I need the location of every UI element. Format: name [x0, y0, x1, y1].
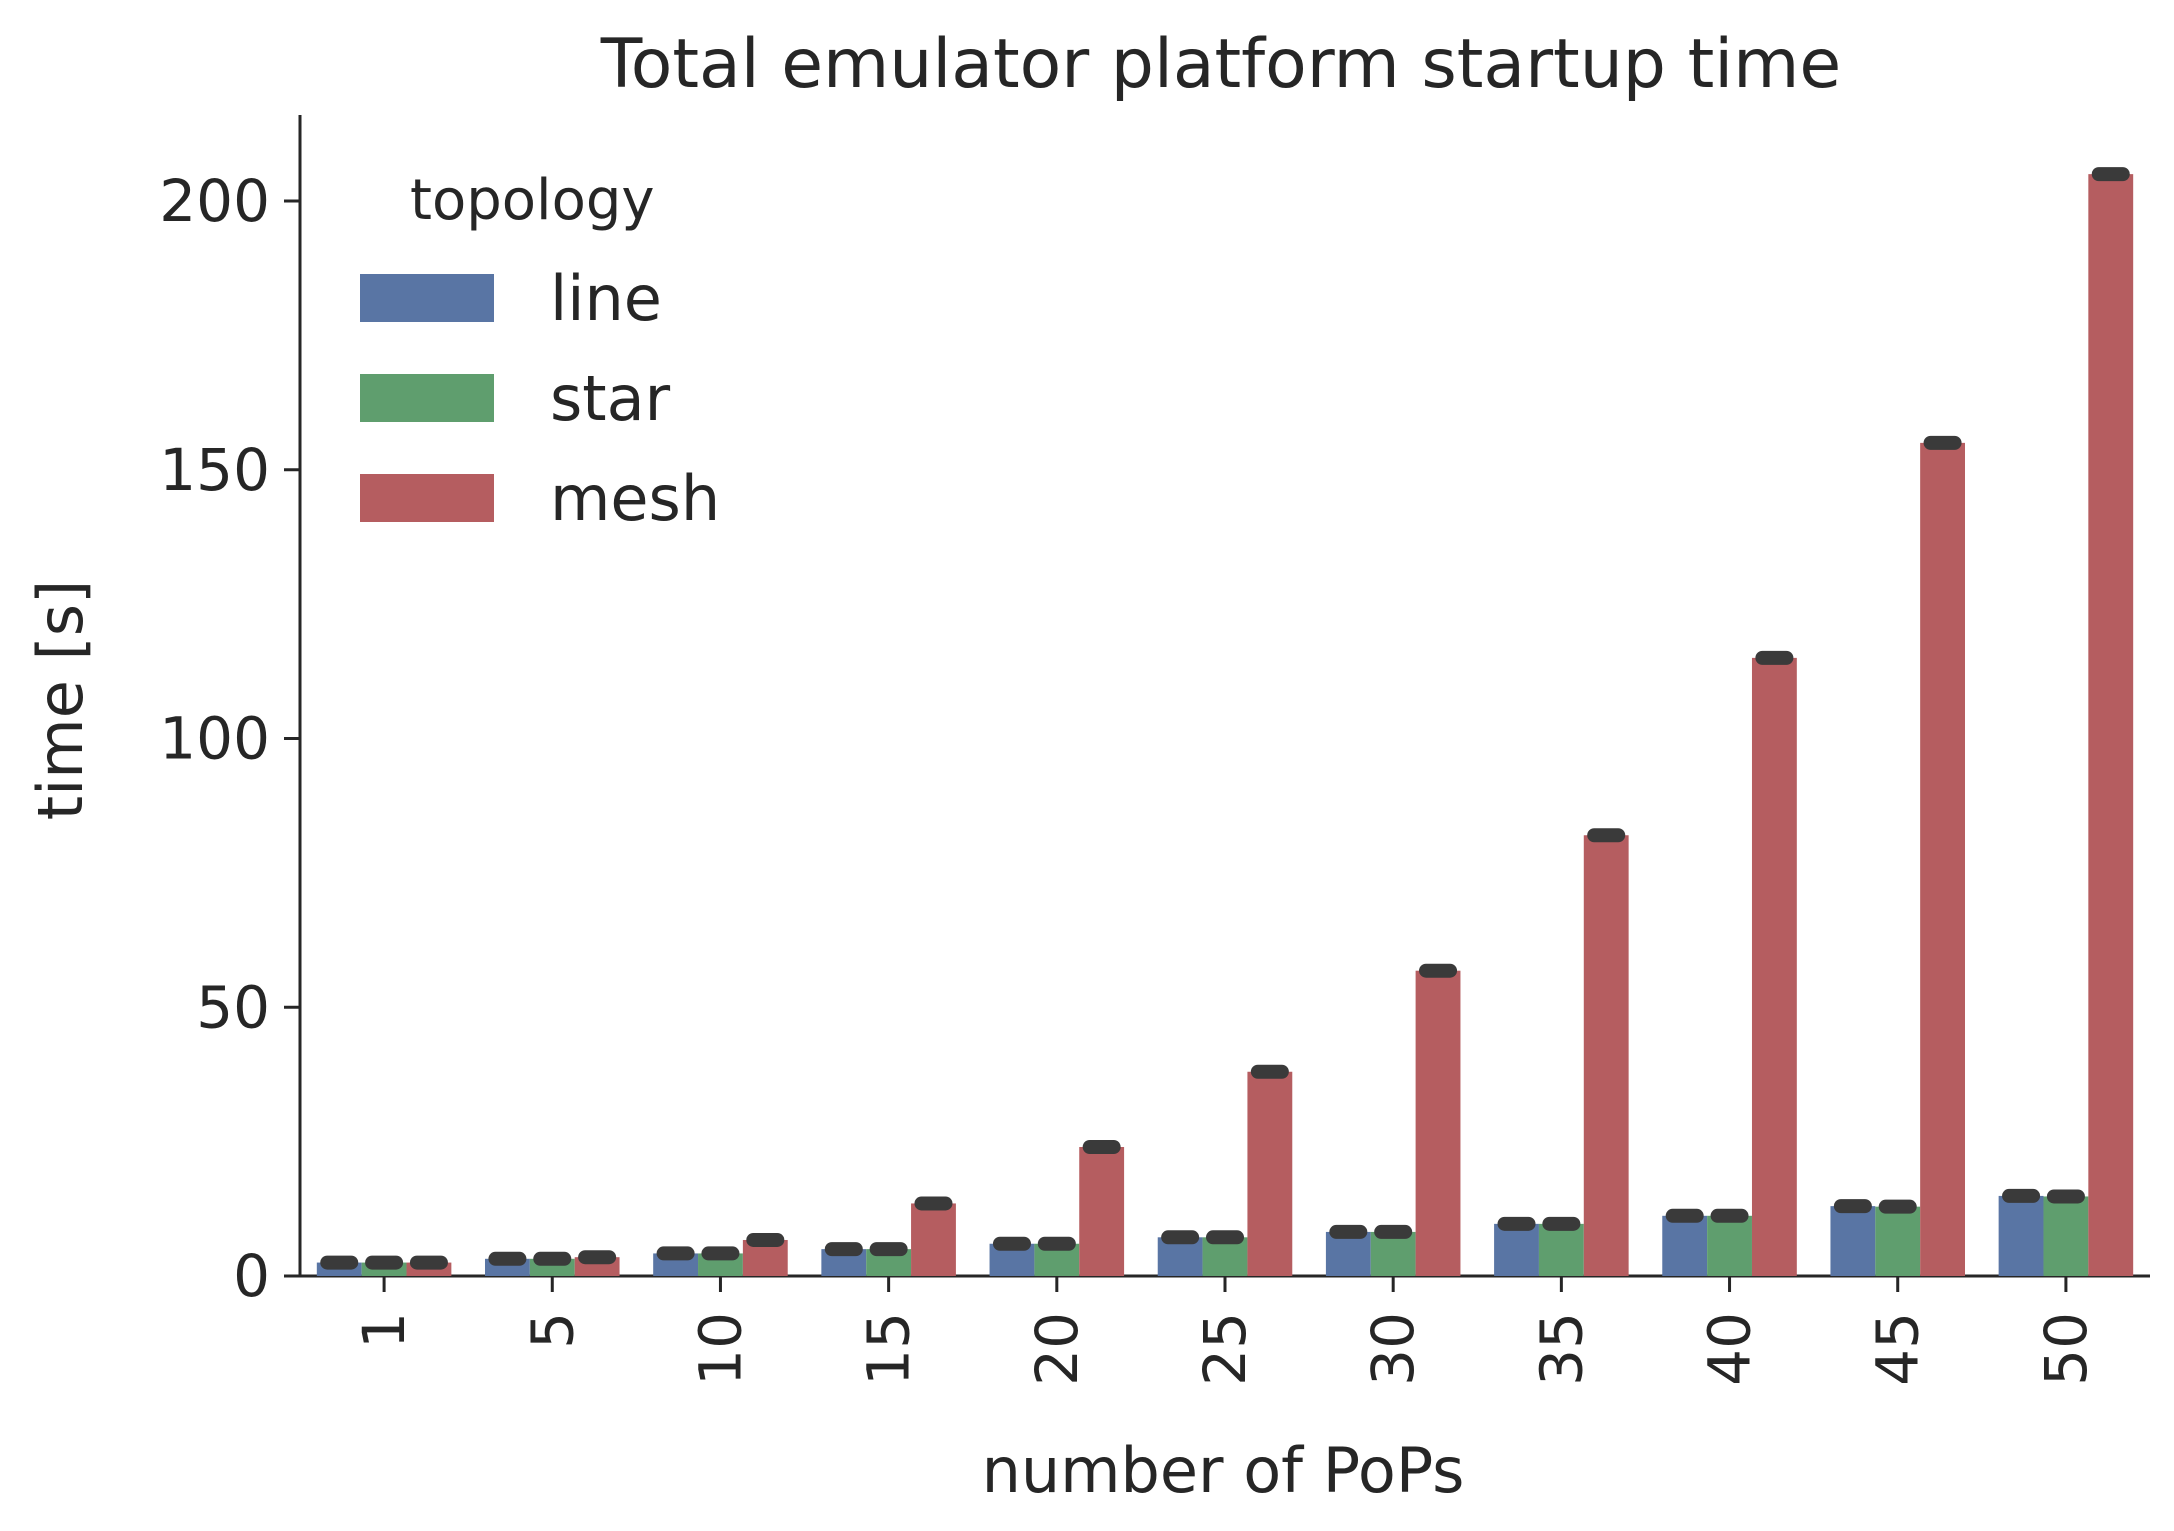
- bar-mesh: [1079, 1147, 1125, 1276]
- x-tick-label: 5: [518, 1312, 586, 1349]
- x-tick-label: 35: [1527, 1312, 1595, 1386]
- bar-star: [1875, 1206, 1921, 1276]
- bar-line: [1494, 1223, 1539, 1276]
- bar-line: [1662, 1215, 1708, 1276]
- error-bars-layer: [320, 167, 2130, 1270]
- x-axis: 1 5 10 15 20 25 30 35 40 45 50: [300, 1274, 2150, 1386]
- x-tick-label: 1: [350, 1312, 418, 1349]
- x-tick-label: 30: [1359, 1312, 1427, 1386]
- legend-swatch-mesh: [360, 474, 494, 522]
- bar-mesh: [1247, 1071, 1293, 1276]
- x-tick-label: 15: [855, 1312, 923, 1386]
- bar-mesh: [1920, 442, 1965, 1276]
- legend-label-mesh: mesh: [550, 462, 720, 535]
- y-tick-label: 50: [196, 973, 270, 1041]
- bar-line: [1325, 1231, 1371, 1276]
- legend-swatch-line: [360, 274, 494, 322]
- bar-mesh: [1583, 835, 1629, 1276]
- y-axis-title: time [s]: [24, 580, 97, 820]
- bar-line: [1830, 1206, 1876, 1276]
- x-tick-label: 50: [2032, 1312, 2100, 1386]
- x-tick-label: 10: [686, 1312, 754, 1386]
- chart-title: Total emulator platform startup time: [600, 25, 1841, 104]
- legend: topology line star mesh: [360, 168, 720, 535]
- bar-star: [1707, 1215, 1752, 1276]
- y-tick-label: 0: [233, 1242, 270, 1310]
- legend-swatch-star: [360, 374, 494, 422]
- bar-mesh: [1415, 970, 1461, 1276]
- bar-mesh: [1751, 657, 1797, 1276]
- x-axis-title: number of PoPs: [982, 1434, 1465, 1507]
- x-tick-label: 25: [1191, 1312, 1259, 1386]
- x-tick-label: 45: [1864, 1312, 1932, 1386]
- bar-star: [1538, 1223, 1584, 1276]
- x-tick-label: 40: [1696, 1312, 1764, 1386]
- y-tick-label: 200: [159, 167, 270, 235]
- bar-star: [1370, 1231, 1416, 1276]
- bars-layer: [316, 174, 2134, 1276]
- bar-mesh: [2088, 174, 2134, 1276]
- y-axis: 0 50 100 150 200: [159, 115, 302, 1310]
- bar-star: [2043, 1196, 2089, 1276]
- bar-line: [1998, 1195, 2044, 1276]
- y-tick-label: 100: [159, 705, 270, 773]
- legend-label-line: line: [550, 262, 662, 335]
- y-tick-label: 150: [159, 436, 270, 504]
- legend-title: topology: [410, 168, 655, 233]
- x-tick-label: 20: [1023, 1312, 1091, 1386]
- bar-mesh: [911, 1203, 956, 1276]
- legend-label-star: star: [550, 362, 671, 435]
